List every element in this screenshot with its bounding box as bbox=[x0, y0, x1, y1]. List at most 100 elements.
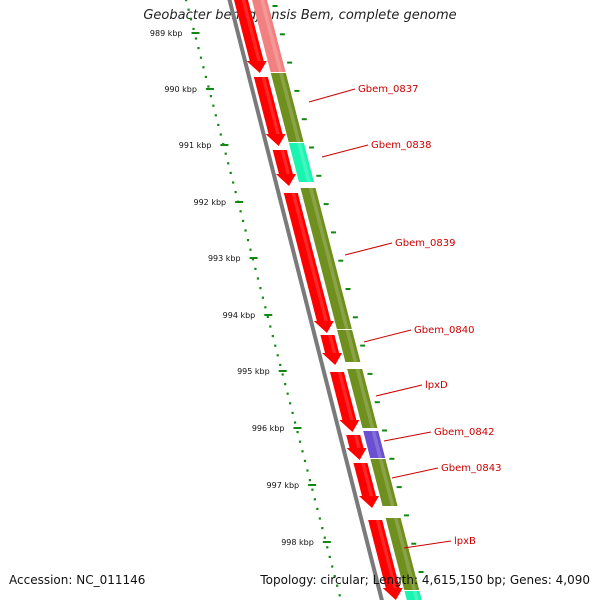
cds-arrow-6 bbox=[329, 372, 360, 432]
scale-dot bbox=[313, 498, 316, 501]
gene-block-gbem-0840-body bbox=[337, 330, 361, 362]
gene-block-gbem-0838-body bbox=[288, 143, 314, 182]
gene-block-gbem-0839-shine bbox=[308, 188, 349, 329]
gene-label-gbem-0837[interactable]: Gbem_0837 bbox=[358, 84, 418, 95]
scale-dot bbox=[311, 488, 314, 491]
map-title: Geobacter bemidjiensis Bem, complete gen… bbox=[143, 8, 457, 23]
leader-line-5 bbox=[375, 384, 423, 397]
scale-label-990-kbp: 990 kbp bbox=[164, 85, 197, 94]
scale-dot bbox=[202, 66, 205, 69]
scale-dot bbox=[244, 229, 247, 232]
scale-dot bbox=[234, 191, 237, 194]
leader-line-8 bbox=[403, 540, 452, 549]
cds-arrow-2 bbox=[253, 77, 286, 146]
genome-backbone bbox=[227, 0, 384, 600]
leader-line-2 bbox=[321, 144, 369, 158]
cds-arrow-1-body bbox=[233, 0, 267, 73]
gene-labels: Gbem_0837 Gbem_0838 Gbem_0839 Gbem_0840 … bbox=[358, 84, 501, 547]
scale-dot bbox=[274, 344, 277, 347]
scale-dot bbox=[293, 421, 297, 424]
scale-label-996-kbp: 996 kbp bbox=[252, 424, 285, 433]
scale-label-995-kbp: 995 kbp bbox=[237, 367, 270, 376]
cds-arrow-3 bbox=[272, 150, 296, 186]
scale-dot bbox=[296, 431, 299, 434]
scale-dot bbox=[185, 0, 188, 2]
scale-dot bbox=[269, 325, 272, 328]
scale-dot bbox=[266, 315, 269, 318]
scale-dot bbox=[192, 27, 195, 30]
gene-block-gbem-0843-shine bbox=[378, 459, 395, 506]
gene-block-pink-shine bbox=[260, 0, 283, 72]
scale-dot bbox=[264, 306, 267, 309]
leader-line-3 bbox=[344, 242, 393, 256]
cds-arrow-4-shine bbox=[291, 193, 329, 321]
scale-dot bbox=[338, 594, 341, 597]
gene-block-gbem-0840 bbox=[337, 330, 361, 362]
gene-label-gbem-0843[interactable]: Gbem_0843 bbox=[441, 463, 501, 474]
scale-dot bbox=[333, 575, 336, 578]
scale-dot bbox=[301, 450, 304, 453]
cds-arrow-1-shine bbox=[241, 0, 261, 61]
gene-block-gbem-0843 bbox=[370, 459, 398, 506]
gene-block-lpxd bbox=[347, 369, 378, 428]
scale-dot bbox=[212, 104, 215, 107]
cds-arrow-6-body bbox=[329, 372, 360, 432]
scale-dot bbox=[321, 527, 324, 530]
scale-dot bbox=[209, 95, 212, 98]
scale-dot bbox=[251, 258, 255, 261]
scale-dot bbox=[227, 162, 230, 165]
gene-block-cyan-bottom-shine bbox=[412, 591, 419, 600]
gene-label-lpxd[interactable]: lpxD bbox=[425, 380, 448, 391]
scale-dot bbox=[291, 411, 294, 414]
cds-arrow-8-shine bbox=[361, 463, 374, 496]
scale-dot bbox=[246, 239, 250, 242]
scale-dot bbox=[318, 517, 321, 520]
gene-block-lpxd-body bbox=[347, 369, 378, 428]
scale-dot bbox=[328, 555, 331, 558]
scale-dot bbox=[271, 335, 274, 338]
gene-block-gbem-0839-body bbox=[300, 188, 352, 329]
cds-arrow-9-shine bbox=[375, 520, 397, 588]
scale-dot bbox=[199, 56, 203, 59]
scale-dot bbox=[232, 181, 235, 184]
gene-label-gbem-0842[interactable]: Gbem_0842 bbox=[434, 427, 494, 438]
gene-block-lpxb bbox=[385, 518, 420, 590]
gene-label-gbem-0839[interactable]: Gbem_0839 bbox=[395, 238, 455, 249]
label-leader-lines bbox=[308, 88, 452, 549]
scale-dot bbox=[241, 219, 245, 222]
accession-text: Accession: NC_011146 bbox=[9, 573, 146, 587]
backbone-line bbox=[227, 0, 384, 600]
gene-block-lpxb-shine bbox=[393, 518, 417, 590]
scale-dot bbox=[286, 392, 289, 395]
scale-dot bbox=[224, 152, 227, 155]
scale-dot bbox=[194, 37, 198, 40]
gene-label-gbem-0840[interactable]: Gbem_0840 bbox=[414, 325, 474, 336]
scale-dot bbox=[298, 440, 302, 443]
scale-dot bbox=[331, 565, 334, 568]
cds-arrow-4-body bbox=[283, 193, 334, 333]
gene-label-gbem-0838[interactable]: Gbem_0838 bbox=[371, 140, 431, 151]
scale-dot bbox=[279, 363, 282, 366]
scale-dotted-track bbox=[185, 0, 341, 597]
scale-dot bbox=[308, 479, 312, 482]
scale-dot bbox=[187, 8, 190, 11]
cds-arrow-9 bbox=[368, 520, 403, 600]
leader-line-6 bbox=[383, 431, 432, 442]
scale-dot bbox=[214, 114, 217, 117]
gene-block-cyan-bottom-body bbox=[404, 591, 422, 600]
cds-arrow-7-shine bbox=[353, 435, 361, 448]
scale-dot bbox=[256, 277, 260, 280]
gene-block-pink bbox=[251, 0, 286, 72]
scale-label-998-kbp: 998 kbp bbox=[281, 538, 314, 547]
scale-dot bbox=[306, 469, 309, 472]
gene-label-lpxb[interactable]: lpxB bbox=[454, 536, 476, 547]
cds-arrow-9-body bbox=[368, 520, 403, 600]
gene-block-gbem-0837-shine bbox=[279, 73, 301, 142]
scale-dot bbox=[259, 287, 262, 290]
cds-arrow-3-body bbox=[272, 150, 296, 186]
gene-block-gbem-0838-shine bbox=[297, 143, 311, 182]
cds-arrow-8 bbox=[353, 463, 379, 508]
scale-dot bbox=[189, 18, 193, 21]
scale-label-992-kbp: 992 kbp bbox=[194, 198, 227, 207]
